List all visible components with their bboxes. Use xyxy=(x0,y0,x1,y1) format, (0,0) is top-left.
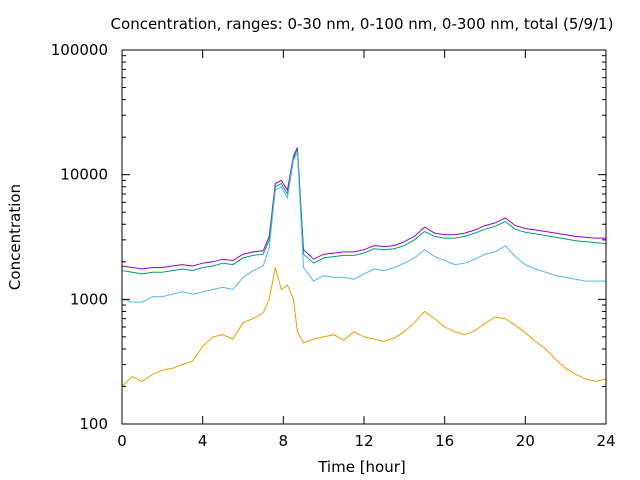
chart-title: Concentration, ranges: 0-30 nm, 0-100 nm… xyxy=(111,15,614,33)
series-line-4 xyxy=(121,267,607,387)
x-tick-label: 4 xyxy=(198,432,208,450)
x-tick-label: 20 xyxy=(516,432,535,450)
series-line-2 xyxy=(121,149,607,275)
x-tick-labels: 0 4 8 12 16 20 24 xyxy=(117,432,615,450)
y-tick-label: 100 xyxy=(79,415,108,433)
axis-ticks xyxy=(121,49,607,425)
x-tick-label: 16 xyxy=(435,432,454,450)
x-axis-label: Time [hour] xyxy=(317,458,406,476)
y-tick-label: 1000 xyxy=(70,290,108,308)
x-tick-label: 24 xyxy=(596,432,615,450)
y-axis-label: Concentration xyxy=(6,184,24,290)
x-tick-label: 12 xyxy=(354,432,373,450)
y-tick-label: 100000 xyxy=(51,41,108,59)
series-lines xyxy=(121,147,607,387)
series-line-3 xyxy=(121,150,606,303)
x-tick-label: 0 xyxy=(117,432,127,450)
plot-frame xyxy=(121,49,607,425)
series-line-1 xyxy=(121,147,606,270)
y-tick-label: 10000 xyxy=(60,166,108,184)
x-tick-label: 8 xyxy=(279,432,289,450)
y-tick-labels: 100 1000 10000 100000 xyxy=(51,41,108,433)
